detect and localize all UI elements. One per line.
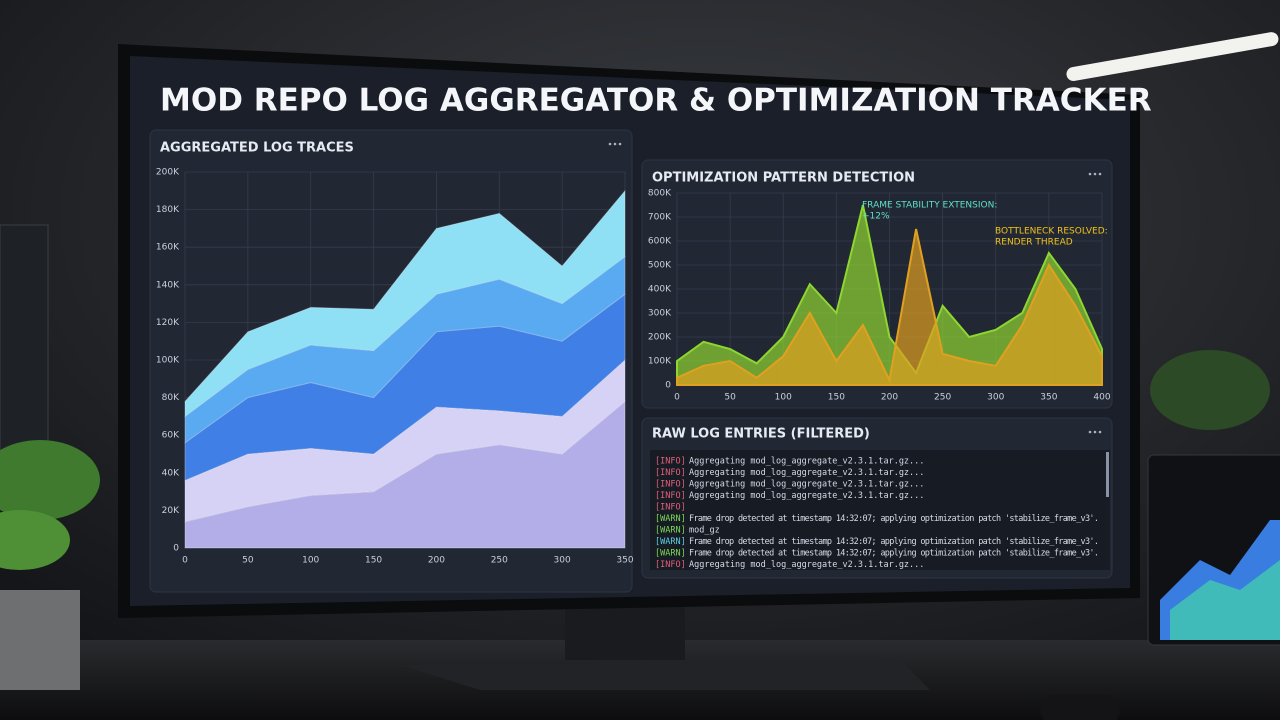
x-tick-label: 0 xyxy=(182,556,188,566)
mouse xyxy=(1040,695,1120,720)
log-text: Aggregating mod_log_aggregate_v2.3.1.tar… xyxy=(689,491,924,501)
x-tick-label: 300 xyxy=(987,393,1004,403)
log-tag: [WARN] xyxy=(655,526,686,536)
x-tick-label: 400 xyxy=(1093,393,1110,403)
background-screen xyxy=(0,224,49,456)
scrollbar xyxy=(1106,452,1109,497)
log-tag: [INFO] xyxy=(655,491,686,501)
y-tick-label: 180K xyxy=(156,205,180,215)
log-tag: [INFO] xyxy=(655,480,686,490)
log-tag: [INFO] xyxy=(655,468,686,478)
x-tick-label: 300 xyxy=(554,556,571,566)
menu-dot xyxy=(1098,172,1102,176)
x-tick-label: 50 xyxy=(242,556,254,566)
y-tick-label: 200K xyxy=(648,333,672,343)
menu-dot xyxy=(1098,430,1102,434)
x-tick-label: 100 xyxy=(302,556,319,566)
y-tick-label: 160K xyxy=(156,243,180,253)
log-text: mod_gz xyxy=(689,526,720,536)
log-text: Aggregating mod_log_aggregate_v2.3.1.tar… xyxy=(689,480,924,490)
monitor-stand xyxy=(400,600,930,690)
y-tick-label: 100K xyxy=(648,357,672,367)
log-text: Aggregating mod_log_aggregate_v2.3.1.tar… xyxy=(689,560,924,570)
log-text: Frame drop detected at timestamp 14:32:0… xyxy=(689,514,1099,524)
y-tick-label: 40K xyxy=(162,468,180,478)
area-layer xyxy=(184,255,626,444)
area-layer xyxy=(184,358,626,523)
log-text: Aggregating mod_log_aggregate_v2.3.1.tar… xyxy=(689,468,924,478)
x-tick-label: 150 xyxy=(828,393,845,403)
log-text: Frame drop detected at timestamp 14:32:0… xyxy=(689,549,1099,559)
y-tick-label: 80K xyxy=(162,393,180,403)
log-text: Aggregating mod_log_aggregate_v2.3.1.tar… xyxy=(689,457,924,467)
x-tick-label: 250 xyxy=(491,556,508,566)
menu-dot xyxy=(1088,430,1092,434)
y-tick-label: 20K xyxy=(162,506,180,516)
x-tick-label: 200 xyxy=(428,556,445,566)
ceiling-light xyxy=(1066,32,1279,82)
dashboard-title: MOD REPO LOG AGGREGATOR & OPTIMIZATION T… xyxy=(160,83,1152,119)
x-tick-label: 250 xyxy=(934,393,951,403)
y-tick-label: 0 xyxy=(173,544,179,554)
y-tick-label: 800K xyxy=(648,189,672,199)
x-tick-label: 150 xyxy=(365,556,382,566)
chart-title: AGGREGATED LOG TRACES xyxy=(160,141,354,156)
x-tick-label: 50 xyxy=(724,393,736,403)
x-tick-label: 100 xyxy=(775,393,792,403)
menu-dot xyxy=(618,142,622,146)
y-tick-label: 140K xyxy=(156,280,180,290)
annotation: FRAME STABILITY EXTENSION: xyxy=(862,201,997,211)
annotation: +12% xyxy=(862,212,890,222)
area-layer xyxy=(184,293,626,482)
y-tick-label: 200K xyxy=(156,168,180,178)
annotation: BOTTLENECK RESOLVED: xyxy=(995,227,1108,237)
annotation: RENDER THREAD xyxy=(995,238,1073,248)
area-layer xyxy=(184,189,626,418)
menu-dot xyxy=(608,142,612,146)
chart-title: OPTIMIZATION PATTERN DETECTION xyxy=(652,171,915,186)
laptop xyxy=(1147,454,1280,646)
menu-dot xyxy=(1093,172,1097,176)
x-tick-label: 350 xyxy=(1040,393,1057,403)
dashboard: AGGREGATED LOG TRACES 0 20K 40K 60K 80K 100K 12… xyxy=(149,129,1113,593)
log-tag: [INFO] xyxy=(655,457,686,467)
menu-dot xyxy=(1093,430,1097,434)
log-tag: [INFO] xyxy=(655,560,686,570)
y-tick-label: 100K xyxy=(156,356,180,366)
y-tick-label: 0 xyxy=(665,381,671,391)
log-tag: [WARN] xyxy=(655,514,686,524)
log-area xyxy=(650,450,1110,570)
menu-dot xyxy=(1088,172,1092,176)
x-tick-label: 350 xyxy=(616,556,633,566)
x-tick-label: 200 xyxy=(881,393,898,403)
log-tag: [INFO] xyxy=(655,503,686,513)
y-tick-label: 400K xyxy=(648,285,672,295)
y-tick-label: 600K xyxy=(648,237,672,247)
log-tag: [WARN] xyxy=(655,549,686,559)
panel-title: RAW LOG ENTRIES (FILTERED) xyxy=(652,427,870,442)
y-tick-label: 700K xyxy=(648,213,672,223)
plant xyxy=(0,350,1270,690)
log-text: Frame drop detected at timestamp 14:32:0… xyxy=(689,537,1099,547)
menu-dot xyxy=(613,142,617,146)
area xyxy=(676,228,1103,386)
log-tag: [WARN] xyxy=(655,537,686,547)
y-tick-label: 300K xyxy=(648,309,672,319)
y-tick-label: 120K xyxy=(156,318,180,328)
y-tick-label: 500K xyxy=(648,261,672,271)
x-tick-label: 0 xyxy=(674,393,680,403)
y-tick-label: 60K xyxy=(162,431,180,441)
